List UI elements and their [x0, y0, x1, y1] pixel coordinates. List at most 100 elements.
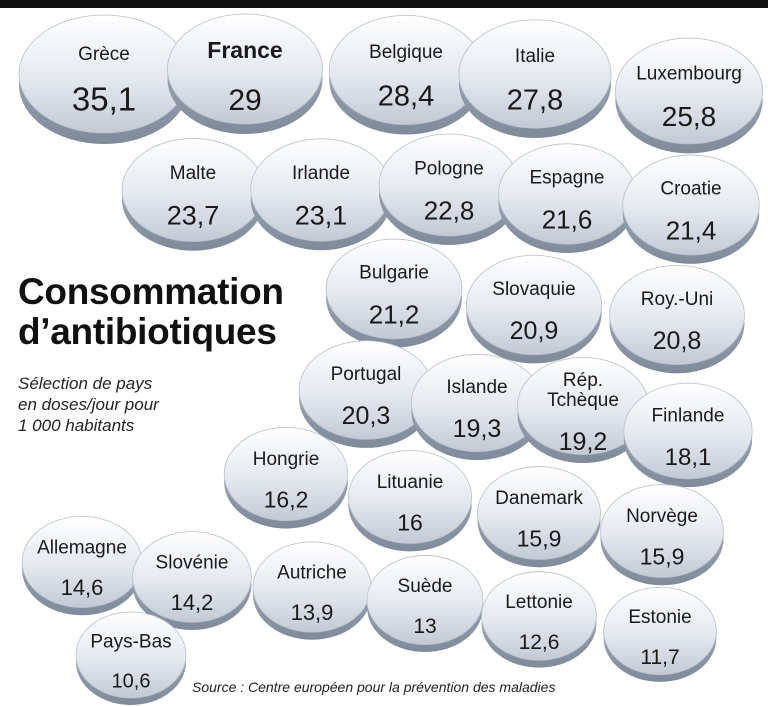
pill-value-label: 18,1	[665, 444, 712, 471]
pill-country-label: Pologne	[414, 159, 484, 180]
pill-autriche: Autriche 13,9	[252, 541, 372, 640]
pill-value-label: 10,6	[112, 671, 151, 693]
pill-country-label: Roy.-Uni	[641, 289, 714, 310]
pill-bulgarie: Bulgarie 21,2	[325, 238, 463, 348]
pill-value-label: 12,6	[519, 631, 560, 654]
pill-country-label: Slovénie	[156, 553, 229, 574]
pill-country-label: Norvège	[626, 506, 698, 527]
pill-country-label: Pays-Bas	[90, 632, 171, 653]
pill-country-label: Estonie	[628, 607, 691, 628]
pill-pays-bas: Pays-Bas 10,6	[75, 611, 187, 705]
pill-allemagne: Allemagne 14,6	[21, 515, 143, 616]
pill-roy-uni: Roy.-Uni 20,8	[609, 264, 745, 374]
pill-value-label: 20,3	[342, 402, 391, 430]
pill-face	[623, 382, 753, 480]
pill-face	[223, 426, 349, 522]
pill-value-label: 23,1	[295, 201, 348, 231]
pill-value-label: 14,6	[61, 575, 104, 600]
pill-italie: Italie 27,8	[458, 19, 612, 139]
pill-value-label: 15,9	[640, 543, 685, 569]
pill-islande: Islande 19,3	[410, 353, 544, 461]
pill-face	[603, 586, 717, 676]
title-line-2: d’antibiotiques	[18, 311, 277, 352]
pill-country-label: Slovaquie	[492, 279, 575, 300]
pill-face	[167, 13, 323, 125]
pill-value-label: 23,7	[167, 201, 220, 231]
pill-country-label: Belgique	[369, 42, 443, 63]
pill-value-label: 13,9	[291, 600, 334, 625]
pill-slovaquie: Slovaquie 20,9	[465, 254, 603, 364]
pill-country-label: Malte	[170, 163, 216, 184]
pill-value-label: 14,2	[171, 590, 214, 615]
pill-face	[622, 154, 760, 256]
pill-face	[609, 264, 745, 366]
pill-value-label: 20,9	[510, 317, 559, 345]
pill-country-label: Croatie	[660, 179, 721, 200]
pill-face	[600, 484, 724, 578]
pill-finlande: Finlande 18,1	[623, 382, 753, 488]
pill-value-label: 20,8	[653, 327, 702, 355]
pill-face	[366, 555, 484, 645]
pill-value-label: 11,7	[640, 646, 679, 669]
pill-value-label: 16	[397, 509, 423, 535]
pill-country-label: Lituanie	[377, 472, 444, 493]
pill-country-label: Portugal	[331, 364, 402, 385]
pill-country-label: Rép.	[563, 370, 603, 391]
pill-value-label: 21,2	[369, 299, 420, 329]
pill-country-label: Autriche	[277, 563, 347, 584]
pill-value-label: 16,2	[264, 486, 309, 512]
pill-country-label: Irlande	[292, 163, 350, 184]
pill-face	[614, 37, 764, 145]
pill-slov-nie: Slovénie 14,2	[132, 531, 252, 630]
pill-danemark: Danemark 15,9	[477, 466, 601, 568]
pill-lettonie: Lettonie 12,6	[481, 571, 597, 668]
pill-hongrie: Hongrie 16,2	[223, 426, 349, 529]
pill-country-label: Suède	[398, 576, 453, 597]
pill-face	[132, 531, 252, 623]
pill-croatie: Croatie 21,4	[622, 154, 760, 264]
pill-country-label: Italie	[515, 46, 555, 67]
title-line-1: Consommation	[18, 271, 284, 312]
pill-country-label: Tchèque	[547, 390, 619, 411]
pill-value-label: 35,1	[72, 80, 136, 117]
subtitle-line-1: Sélection de pays	[18, 374, 153, 393]
chart-title: Consommation d’antibiotiques	[18, 272, 284, 352]
pill-value-label: 22,8	[424, 195, 475, 225]
pill-country-label: Lettonie	[505, 592, 573, 613]
pill-norv-ge: Norvège 15,9	[600, 484, 724, 586]
pill-value-label: 29	[228, 84, 261, 117]
pill-pologne: Pologne 22,8	[378, 133, 520, 245]
pill-country-label: Finlande	[652, 406, 725, 427]
pill-country-label: France	[207, 37, 282, 63]
top-bar	[0, 0, 768, 8]
pill-su-de: Suède 13	[366, 555, 484, 652]
pill-value-label: 27,8	[507, 84, 563, 116]
pill-country-label: Bulgarie	[359, 263, 429, 284]
pill-country-label: Allemagne	[37, 538, 127, 559]
pill-belgique: Belgique 28,4	[328, 14, 484, 135]
pill-r-p-tch-que: Rép.Tchèque 19,2	[517, 356, 649, 464]
pill-value-label: 19,3	[453, 415, 502, 443]
pill-value-label: 15,9	[517, 525, 562, 551]
pill-face	[75, 611, 187, 699]
pill-face	[477, 466, 601, 560]
pill-malte: Malte 23,7	[121, 138, 265, 251]
pill-country-label: Danemark	[495, 488, 583, 509]
pill-value-label: 13	[413, 615, 436, 638]
pill-lituanie: Lituanie 16	[347, 450, 473, 552]
pill-value-label: 21,4	[666, 215, 717, 245]
pill-face	[481, 571, 597, 661]
pill-value-label: 25,8	[662, 101, 717, 132]
pill-estonie: Estonie 11,7	[603, 586, 717, 682]
pill-country-label: Grèce	[78, 44, 130, 65]
subtitle-line-3: 1 000 habitants	[18, 416, 135, 435]
subtitle-line-2: en doses/jour pour	[18, 395, 159, 414]
pill-espagne: Espagne 21,6	[498, 143, 636, 253]
pill-portugal: Portugal 20,3	[298, 340, 434, 448]
pill-irlande: Irlande 23,1	[250, 138, 392, 251]
pill-france: France 29	[167, 13, 323, 135]
pill-country-label: Espagne	[529, 168, 604, 189]
pill-face	[458, 19, 612, 129]
pill-value-label: 19,2	[559, 428, 608, 456]
pill-face	[325, 238, 463, 340]
